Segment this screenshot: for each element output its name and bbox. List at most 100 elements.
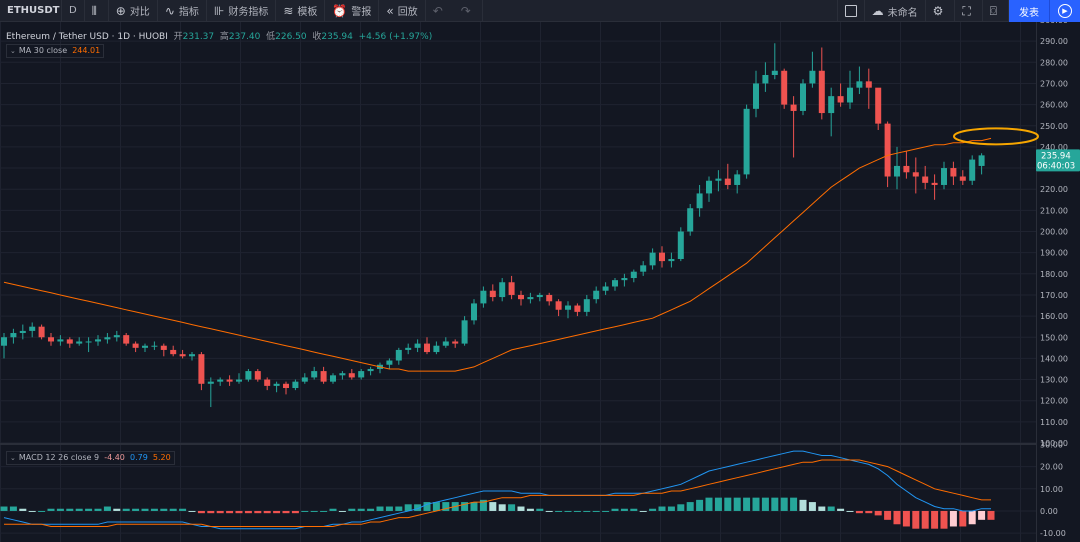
financials-button[interactable]: ⊪ 财务指标 [207, 0, 277, 22]
candle-body [969, 159, 976, 181]
candle-body [245, 371, 252, 380]
histogram-bar [338, 510, 346, 512]
candle-body [236, 379, 242, 382]
open-label: 开 [173, 32, 183, 42]
fullscreen-icon: ⛶ [962, 4, 971, 18]
candle-body [536, 294, 543, 298]
high-label: 高 [219, 32, 229, 42]
layout-name-label: 未命名 [887, 7, 918, 19]
candle-body [348, 373, 355, 378]
settings-button[interactable]: ⚙ [926, 0, 956, 22]
indicator-wave-icon: ∿ [164, 3, 175, 18]
candle-body [621, 278, 628, 281]
publish-button[interactable]: 发表 [1009, 0, 1049, 22]
candle-body [715, 178, 722, 181]
candle-body [283, 383, 289, 389]
indicators-button[interactable]: ∿ 指标 [158, 0, 207, 22]
histogram-bar [367, 508, 375, 511]
replay-label: 回放 [397, 7, 418, 18]
candle-body [612, 280, 618, 287]
candle-body [405, 347, 412, 350]
histogram-bar [884, 510, 892, 520]
fullscreen-button[interactable]: ⛶ [955, 0, 983, 22]
histogram-bar [207, 510, 215, 514]
histogram-bar [931, 510, 939, 529]
macd-axis[interactable]: 30.00 20.00 10.00 0.00 -10.00 [1040, 440, 1066, 538]
candle-body [640, 265, 647, 272]
ma-legend[interactable]: ⌄ MA 30 close 244.01 [6, 44, 105, 58]
replay-button[interactable]: «回放 [379, 0, 426, 22]
macd-histogram [0, 497, 995, 529]
play-button[interactable]: ▶ [1049, 0, 1080, 22]
chevron-down-icon[interactable]: ⌄ [10, 454, 16, 462]
signal-value: 5.20 [152, 453, 171, 462]
histogram-bar [564, 510, 572, 512]
price-tick-label: 120.00 [1040, 397, 1068, 406]
histogram-bar [743, 497, 751, 511]
macd-legend[interactable]: ⌄ MACD 12 26 close 9 -4.40 0.79 5.20 [6, 451, 175, 465]
candle-body [142, 345, 148, 348]
candle-body [442, 341, 449, 346]
play-icon: ▶ [1058, 4, 1072, 18]
macd-legend-label: MACD 12 26 close 9 [18, 453, 100, 462]
symbol-search-button[interactable]: ETHUSDT [0, 0, 62, 22]
candle-body [593, 290, 600, 300]
histogram-bar [677, 504, 685, 511]
indicators-label: 指标 [178, 7, 199, 18]
macd-hist-value: -4.40 [104, 453, 125, 462]
histogram-bar [179, 508, 187, 511]
candle-body [724, 178, 731, 185]
histogram-bar [414, 504, 422, 511]
candle-body [339, 373, 346, 376]
histogram-bar [216, 510, 224, 514]
histogram-bar [141, 508, 149, 511]
undo-icon: ↶ [432, 3, 443, 18]
candle-body [687, 208, 694, 232]
snapshot-button[interactable]: ⌼ [983, 0, 1009, 22]
candle-body [48, 337, 54, 342]
price-axis[interactable]: 300.00 290.00 280.00 270.00 260.00 250.00 240.… [1040, 22, 1068, 448]
histogram-bar [855, 510, 863, 514]
interval-button[interactable]: D [62, 0, 85, 22]
candle-body [85, 341, 92, 343]
histogram-bar [75, 508, 83, 511]
histogram-bar [376, 506, 384, 511]
symbol-legend: Ethereum / Tether USD · 1D · HUOBI 开231.… [6, 29, 432, 42]
redo-button[interactable]: ↷ [454, 0, 483, 22]
macd-signal-line [4, 459, 991, 527]
templates-button[interactable]: ≋ 模板 [276, 0, 326, 22]
low-value: 226.50 [275, 32, 307, 42]
macd-tick-label: 30.00 [1040, 440, 1063, 449]
chart-style-button[interactable]: ⫴ [85, 0, 109, 22]
annotation-ellipse[interactable] [953, 127, 1039, 146]
histogram-bar [978, 510, 986, 520]
price-pane-grid [0, 22, 1036, 444]
legend-title: Ethereum / Tether USD · 1D · HUOBI [6, 32, 168, 42]
candle-body [743, 108, 750, 175]
histogram-bar [818, 506, 826, 511]
chart-canvas[interactable]: 300.00 290.00 280.00 270.00 260.00 250.00 240.… [0, 22, 1080, 542]
templates-label: 模板 [297, 7, 318, 18]
histogram-bar [940, 510, 948, 529]
candle-body [179, 354, 186, 357]
histogram-bar [508, 504, 516, 511]
candle-body [865, 81, 872, 88]
multi-chart-layout-button[interactable] [836, 0, 865, 22]
histogram-bar [329, 508, 337, 511]
price-tick-label: 150.00 [1040, 333, 1068, 342]
histogram-bar [479, 499, 487, 511]
histogram-bar [602, 510, 610, 512]
candlestick-series [1, 43, 985, 408]
candle-body [170, 349, 177, 355]
alert-button[interactable]: ⏰ 警报 [325, 0, 380, 22]
histogram-bar [790, 497, 798, 511]
financials-icon: ⊪ [213, 3, 225, 18]
ma-30-line [3, 137, 992, 372]
candle-body [160, 345, 167, 350]
undo-button[interactable]: ↶ [426, 0, 454, 22]
histogram-bar [282, 510, 290, 514]
layout-name-button[interactable]: ☁ 未命名 [865, 0, 926, 22]
compare-button[interactable]: ⊕ 对比 [109, 0, 158, 22]
chevron-down-icon[interactable]: ⌄ [10, 47, 16, 55]
plus-circle-icon: ⊕ [115, 3, 126, 18]
